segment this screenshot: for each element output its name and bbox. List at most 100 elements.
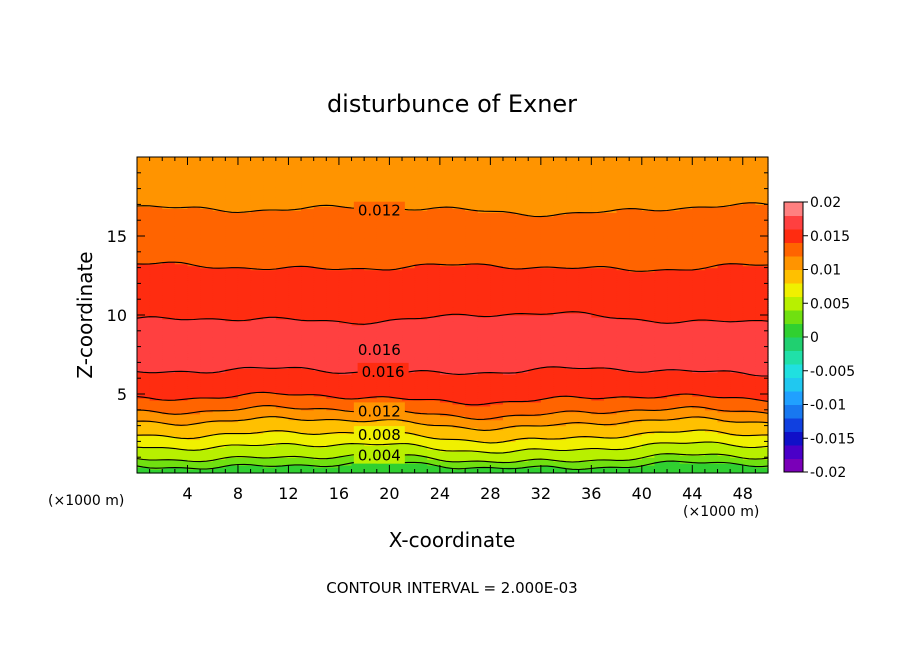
contour-cell xyxy=(149,303,163,306)
contour-cell xyxy=(730,441,744,444)
contour-cell xyxy=(212,342,226,346)
contour-cell xyxy=(654,285,668,288)
contour-cell xyxy=(389,295,403,298)
contour-cell xyxy=(225,372,239,375)
contour-cell xyxy=(174,463,189,466)
contour-cell xyxy=(162,356,176,360)
contour-cell xyxy=(591,332,605,336)
contour-cell xyxy=(578,405,592,409)
contour-cell xyxy=(313,279,327,283)
contour-cell xyxy=(275,297,290,300)
contour-cell xyxy=(376,291,390,294)
contour-cell xyxy=(477,405,491,409)
contour-cell xyxy=(187,311,201,314)
contour-cell xyxy=(730,399,744,403)
contour-cell xyxy=(502,401,517,405)
contour-cell xyxy=(528,401,542,405)
contour-cell xyxy=(742,411,756,415)
contour-cell xyxy=(654,439,668,442)
contour-cell xyxy=(616,405,630,409)
contour-cell xyxy=(629,309,643,312)
contour-cell xyxy=(629,318,643,322)
contour-cell xyxy=(427,368,441,371)
contour-cell xyxy=(641,384,656,387)
contour-cell xyxy=(477,433,491,437)
contour-cell xyxy=(376,313,390,316)
contour-cell xyxy=(338,437,353,441)
contour-cell xyxy=(301,469,315,472)
contour-cell xyxy=(679,297,693,300)
contour-cell xyxy=(641,322,656,326)
contour-cell xyxy=(742,407,756,411)
contour-cell xyxy=(616,441,630,444)
contour-cell xyxy=(704,291,719,294)
contour-cell xyxy=(717,287,731,290)
contour-cell xyxy=(679,397,693,401)
contour-cell xyxy=(465,285,479,288)
contour-cell xyxy=(275,451,290,454)
contour-cell xyxy=(566,447,580,450)
contour-cell xyxy=(465,315,479,318)
contour-cell xyxy=(288,348,302,352)
contour-cell xyxy=(566,315,580,318)
contour-cell xyxy=(326,423,340,427)
contour-cell xyxy=(275,399,290,403)
contour-cell xyxy=(528,431,542,435)
contour-cell xyxy=(326,392,340,395)
contour-cell xyxy=(616,370,630,373)
contour-cell xyxy=(427,405,441,409)
contour-cell xyxy=(174,390,189,393)
contour-cell xyxy=(212,287,226,290)
contour-cell xyxy=(402,382,416,385)
contour-cell xyxy=(263,471,277,474)
contour-cell xyxy=(616,392,630,395)
contour-cell xyxy=(528,449,542,452)
contour-cell xyxy=(566,334,580,338)
contour-cell xyxy=(502,318,517,322)
contour-cell xyxy=(326,427,340,431)
contour-cell xyxy=(452,307,466,310)
contour-cell xyxy=(515,346,529,350)
contour-cell xyxy=(629,283,643,286)
contour-cell xyxy=(263,362,277,365)
contour-cell xyxy=(717,469,731,472)
contour-cell xyxy=(742,382,756,385)
contour-cell xyxy=(502,392,517,395)
contour-cell xyxy=(301,315,315,318)
contour-cell xyxy=(553,326,567,330)
contour-cell xyxy=(477,332,491,336)
contour-cell xyxy=(616,328,630,332)
contour-cell xyxy=(162,334,176,338)
contour-cell xyxy=(755,311,769,314)
contour-cell xyxy=(137,281,151,284)
contour-cell xyxy=(540,332,555,336)
contour-cell xyxy=(641,285,656,288)
contour-cell xyxy=(578,397,592,401)
contour-cell xyxy=(200,354,214,358)
contour-cell xyxy=(730,336,744,340)
contour-cell xyxy=(174,441,189,444)
contour-cell xyxy=(376,465,390,468)
contour-cell xyxy=(187,427,201,431)
contour-cell xyxy=(237,411,252,415)
contour-cell xyxy=(667,447,681,450)
contour-cell xyxy=(250,399,264,403)
contour-cell xyxy=(288,370,302,373)
contour-cell xyxy=(389,380,403,383)
contour-cell xyxy=(162,346,176,350)
contour-cell xyxy=(704,283,719,286)
contour-cell xyxy=(553,299,567,302)
contour-cell xyxy=(174,394,189,397)
contour-cell xyxy=(275,309,290,312)
contour-cell xyxy=(326,415,340,419)
contour-cell xyxy=(338,447,353,450)
contour-cell xyxy=(679,299,693,302)
contour-cell xyxy=(313,283,327,286)
contour-cell xyxy=(490,447,504,450)
contour-cell xyxy=(667,382,681,385)
contour-cell xyxy=(427,338,441,342)
contour-cell xyxy=(427,283,441,286)
contour-cell xyxy=(149,384,163,387)
contour-cell xyxy=(288,299,302,302)
contour-cell xyxy=(149,285,163,288)
